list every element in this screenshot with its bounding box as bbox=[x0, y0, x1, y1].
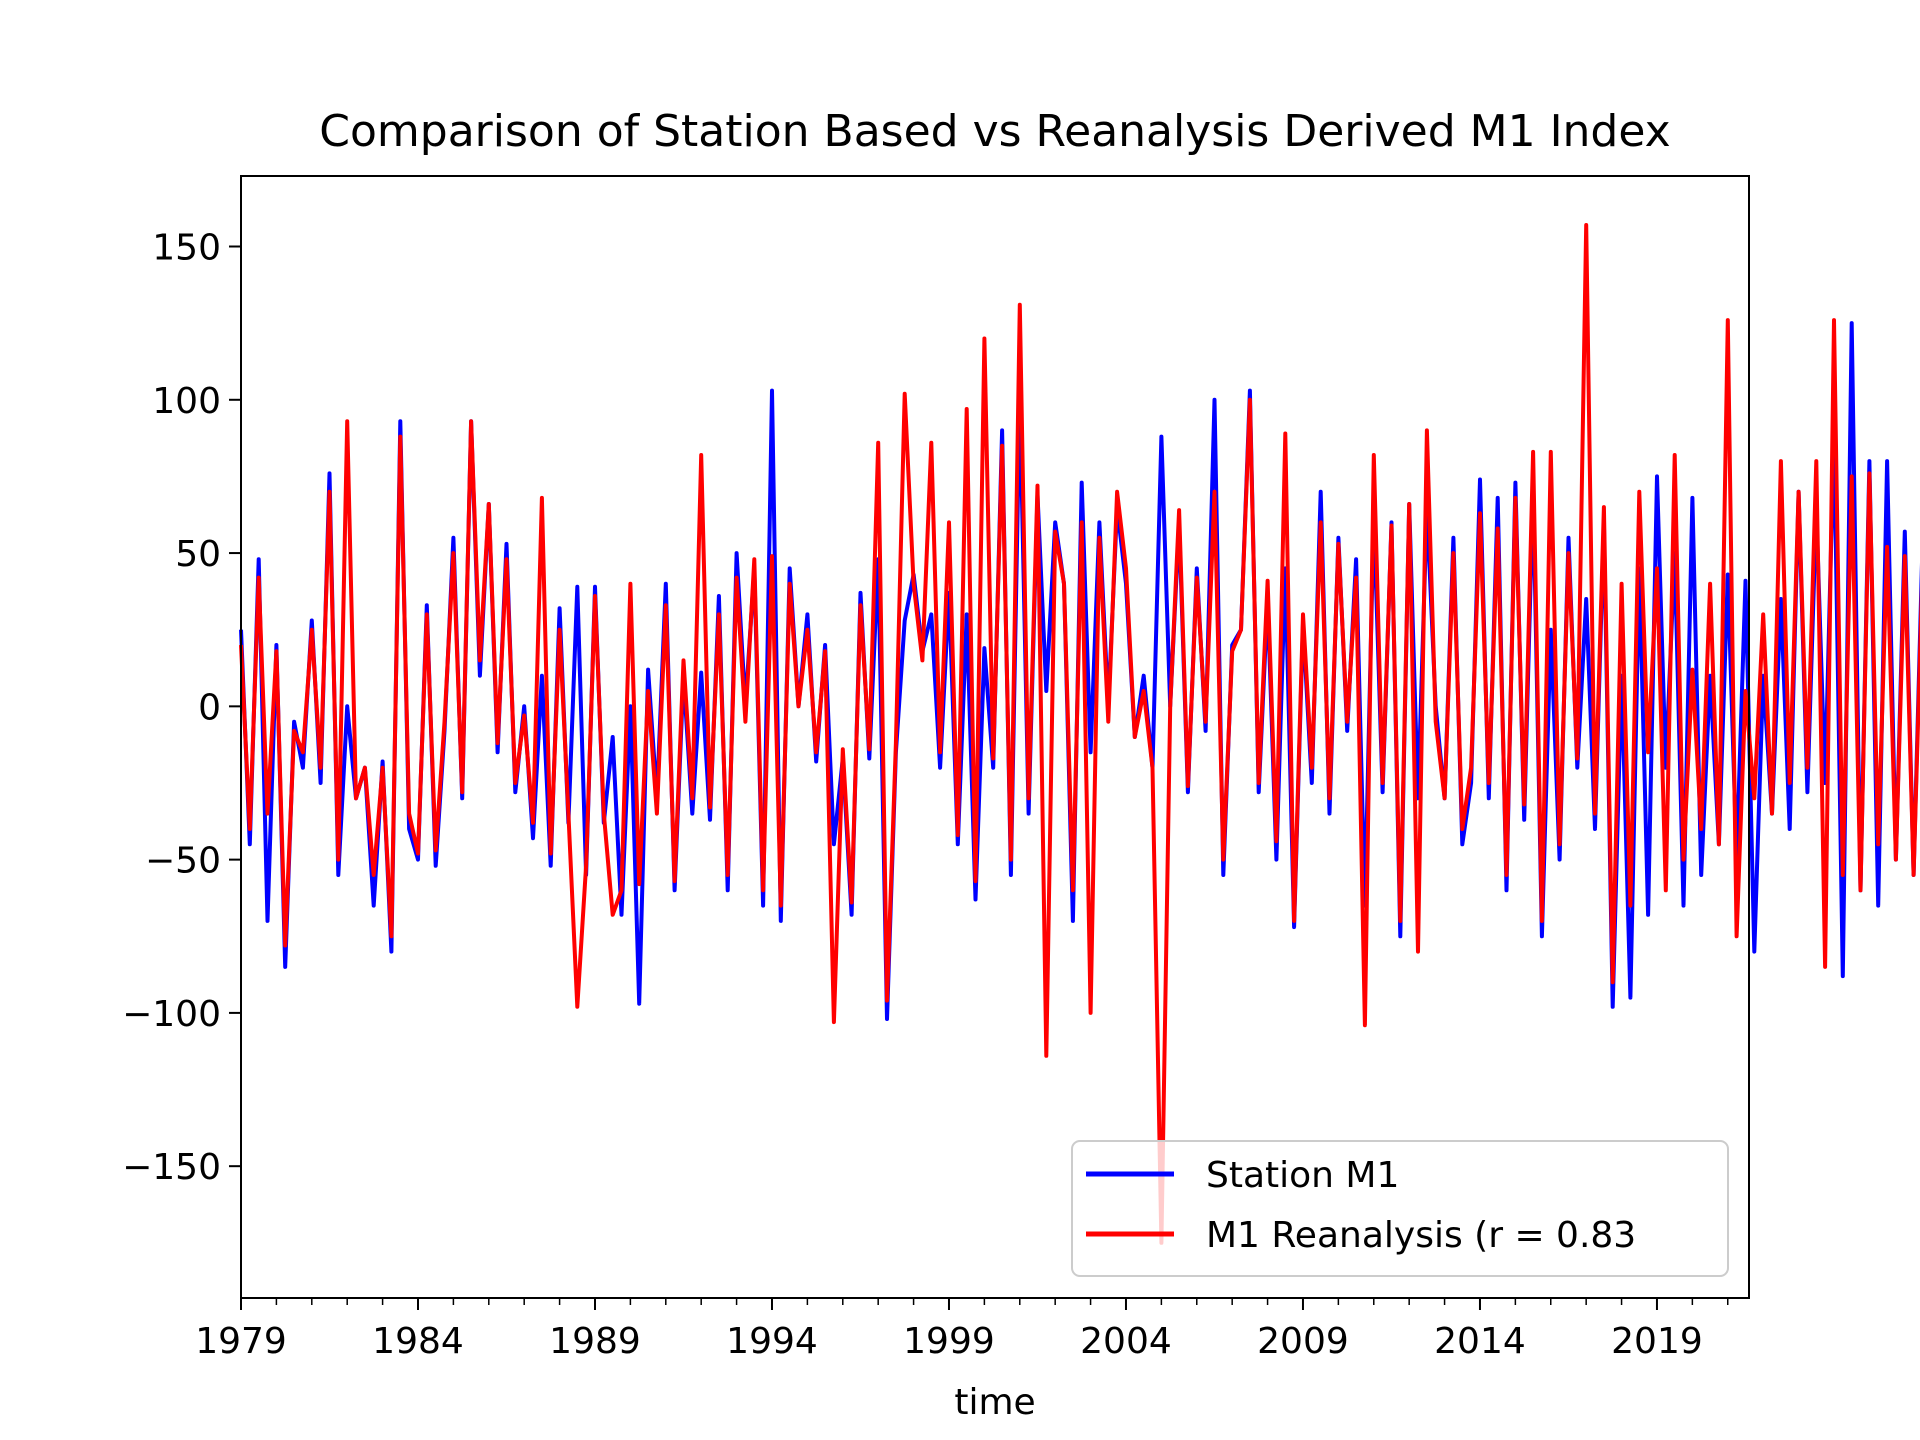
y-tick-label: 150 bbox=[152, 228, 221, 269]
legend: Station M1 M1 Reanalysis (r = 0.83 bbox=[1071, 1140, 1729, 1277]
y-axis: −150 −100 −50 0 50 100 150 bbox=[122, 228, 241, 1188]
x-axis: 1979 1984 1989 1994 1999 2004 2009 2014 2019 bbox=[195, 1298, 1729, 1362]
legend-label-reanalysis: M1 Reanalysis (r = 0.83 bbox=[1206, 1215, 1636, 1256]
chart-title: Comparison of Station Based vs Reanalysi… bbox=[319, 106, 1670, 157]
series-layer bbox=[239, 223, 1920, 1245]
x-tick-label: 1984 bbox=[372, 1321, 464, 1362]
series-line-m1-reanalysis bbox=[239, 223, 1920, 1245]
x-tick-label: 1979 bbox=[195, 1321, 287, 1362]
plot-frame bbox=[240, 175, 1750, 1299]
y-tick-label: 0 bbox=[198, 687, 221, 728]
legend-box bbox=[1071, 1140, 1729, 1277]
y-tick-label: 50 bbox=[175, 534, 221, 575]
y-tick-label: −50 bbox=[145, 841, 221, 882]
x-tick-label: 1989 bbox=[549, 1321, 641, 1362]
x-tick-label: 2014 bbox=[1434, 1321, 1526, 1362]
y-tick-label: −150 bbox=[122, 1147, 221, 1188]
x-axis-label: time bbox=[954, 1382, 1035, 1423]
x-tick-label: 2009 bbox=[1257, 1321, 1349, 1362]
x-tick-label: 2004 bbox=[1080, 1321, 1172, 1362]
y-tick-label: −100 bbox=[122, 994, 221, 1035]
x-tick-label: 1994 bbox=[726, 1321, 818, 1362]
legend-label-station: Station M1 bbox=[1206, 1155, 1399, 1196]
x-tick-label: 2019 bbox=[1611, 1321, 1703, 1362]
x-tick-label: 1999 bbox=[903, 1321, 995, 1362]
y-tick-label: 100 bbox=[152, 381, 221, 422]
plot-area bbox=[239, 175, 1920, 1299]
